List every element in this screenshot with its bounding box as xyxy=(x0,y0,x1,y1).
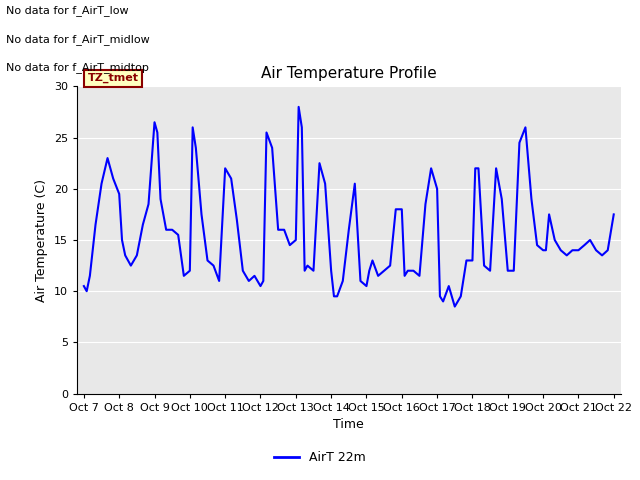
Text: TZ_tmet: TZ_tmet xyxy=(88,73,139,84)
Text: No data for f_AirT_midtop: No data for f_AirT_midtop xyxy=(6,62,149,73)
X-axis label: Time: Time xyxy=(333,418,364,431)
Legend: AirT 22m: AirT 22m xyxy=(269,446,371,469)
Text: No data for f_AirT_midlow: No data for f_AirT_midlow xyxy=(6,34,150,45)
Y-axis label: Air Temperature (C): Air Temperature (C) xyxy=(35,179,48,301)
Title: Air Temperature Profile: Air Temperature Profile xyxy=(261,66,436,81)
Text: No data for f_AirT_low: No data for f_AirT_low xyxy=(6,5,129,16)
